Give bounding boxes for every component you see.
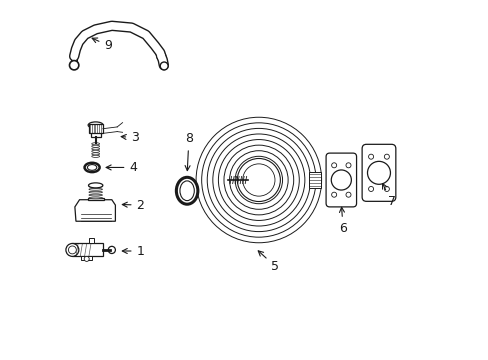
Ellipse shape [87,165,97,170]
Circle shape [331,163,336,168]
Ellipse shape [84,163,100,172]
Ellipse shape [88,183,102,188]
Bar [81,256,92,260]
Ellipse shape [88,122,103,129]
Circle shape [160,62,168,70]
Ellipse shape [89,188,102,190]
Bar [72,243,102,256]
Circle shape [69,60,79,70]
Circle shape [384,154,388,159]
Text: 9: 9 [92,38,112,52]
Text: 4: 4 [106,161,137,174]
Ellipse shape [92,155,100,157]
Text: 7: 7 [382,184,395,208]
Bar [308,172,321,188]
Circle shape [384,186,388,192]
Text: 8: 8 [184,132,193,171]
Circle shape [346,192,350,197]
Circle shape [330,170,351,190]
Bar [88,238,94,243]
Ellipse shape [176,177,198,204]
Ellipse shape [180,181,194,201]
FancyBboxPatch shape [362,144,395,201]
Ellipse shape [92,145,100,147]
Ellipse shape [89,197,102,199]
Circle shape [346,163,350,168]
Circle shape [84,256,89,261]
Circle shape [331,192,336,197]
Ellipse shape [89,185,102,187]
Circle shape [367,161,389,184]
Circle shape [368,154,373,159]
Text: 5: 5 [258,251,279,273]
Circle shape [108,246,115,253]
Circle shape [242,164,274,196]
Bar [88,198,103,200]
Text: 1: 1 [122,244,144,257]
Text: 3: 3 [121,131,139,144]
FancyBboxPatch shape [325,153,356,207]
Circle shape [237,158,280,202]
Ellipse shape [89,194,102,196]
Polygon shape [75,200,115,221]
Bar [90,132,101,136]
Text: 6: 6 [339,207,346,235]
Text: 2: 2 [122,199,144,212]
Circle shape [68,246,76,254]
Circle shape [66,243,79,256]
Ellipse shape [89,191,102,193]
Ellipse shape [92,150,100,152]
Ellipse shape [92,143,100,145]
Ellipse shape [92,153,100,155]
Bar [88,125,102,134]
Circle shape [368,186,373,192]
Ellipse shape [92,148,100,150]
